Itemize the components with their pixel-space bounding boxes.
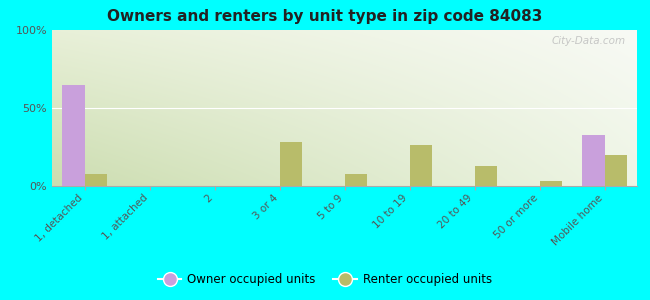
Text: City-Data.com: City-Data.com	[551, 36, 625, 46]
Bar	[474, 166, 497, 186]
Bar	[62, 85, 84, 186]
Text: Owners and renters by unit type in zip code 84083: Owners and renters by unit type in zip c…	[107, 9, 543, 24]
Legend: Owner occupied units, Renter occupied units: Owner occupied units, Renter occupied un…	[153, 269, 497, 291]
Bar	[582, 134, 604, 186]
Bar	[410, 146, 432, 186]
Bar	[540, 181, 562, 186]
Bar	[84, 173, 107, 186]
Bar	[344, 173, 367, 186]
Bar	[604, 155, 627, 186]
Bar	[280, 142, 302, 186]
